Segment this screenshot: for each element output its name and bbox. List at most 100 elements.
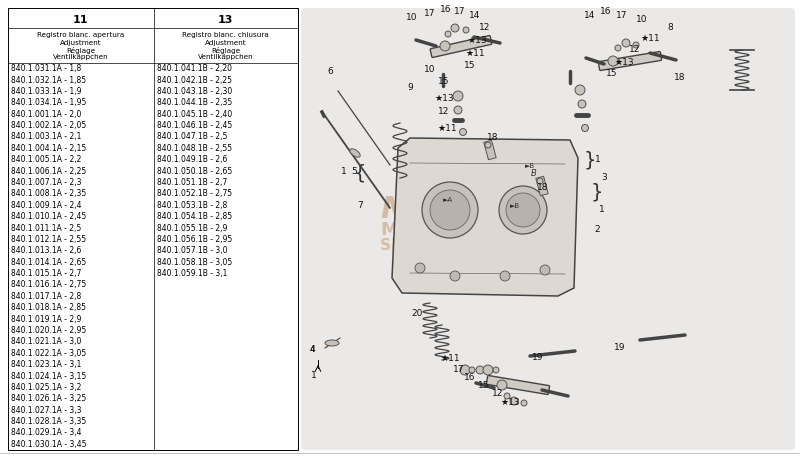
Text: MOTORCYCLE: MOTORCYCLE	[380, 221, 517, 239]
Text: 5: 5	[351, 168, 357, 176]
Text: MSP: MSP	[380, 196, 454, 224]
Text: }: }	[584, 151, 596, 169]
Text: SPORTS PARTS: SPORTS PARTS	[380, 238, 507, 252]
Text: 840.1.047.1B - 2,5: 840.1.047.1B - 2,5	[158, 132, 228, 142]
Text: 15: 15	[438, 77, 450, 87]
Circle shape	[483, 365, 493, 375]
Text: 12: 12	[479, 23, 490, 33]
Text: 18: 18	[538, 184, 549, 192]
Circle shape	[440, 41, 450, 51]
Text: 17: 17	[616, 11, 628, 21]
Circle shape	[469, 367, 475, 373]
Circle shape	[445, 31, 451, 37]
Text: Adjustment: Adjustment	[60, 39, 102, 45]
Text: 840.1.058.1B - 3,05: 840.1.058.1B - 3,05	[158, 258, 233, 267]
FancyBboxPatch shape	[598, 52, 662, 71]
Text: Ventilkäppchen: Ventilkäppchen	[53, 55, 108, 60]
Text: 16: 16	[600, 7, 612, 16]
Text: Registro blanc. apertura: Registro blanc. apertura	[37, 32, 124, 38]
Text: 840.1.019.1A - 2,9: 840.1.019.1A - 2,9	[11, 315, 82, 324]
Text: ★13: ★13	[614, 58, 634, 66]
Text: 840.1.051.1B - 2,7: 840.1.051.1B - 2,7	[158, 178, 228, 187]
Text: 840.1.032.1A - 1,85: 840.1.032.1A - 1,85	[11, 76, 86, 85]
Text: 17: 17	[424, 9, 436, 17]
Text: 8: 8	[667, 23, 673, 33]
Text: Registro blanc. chiusura: Registro blanc. chiusura	[182, 32, 269, 38]
Text: 840.1.021.1A - 3,0: 840.1.021.1A - 3,0	[11, 338, 82, 346]
Text: 840.1.055.1B - 2,9: 840.1.055.1B - 2,9	[158, 224, 228, 233]
Text: 840.1.007.1A - 2,3: 840.1.007.1A - 2,3	[11, 178, 82, 187]
Text: 840.1.017.1A - 2,8: 840.1.017.1A - 2,8	[11, 292, 82, 301]
Circle shape	[415, 263, 425, 273]
Text: 840.1.030.1A - 3,45: 840.1.030.1A - 3,45	[11, 440, 86, 449]
Text: 10: 10	[636, 16, 648, 24]
Text: ►B: ►B	[525, 163, 535, 169]
Circle shape	[430, 190, 470, 230]
Text: 12: 12	[438, 108, 450, 116]
Text: ►B: ►B	[510, 203, 520, 209]
Text: ►A: ►A	[443, 197, 453, 203]
Bar	[8, 8, 298, 450]
Circle shape	[521, 400, 527, 406]
Text: 840.1.044.1B - 2,35: 840.1.044.1B - 2,35	[158, 98, 233, 107]
Text: 840.1.001.1A - 2,0: 840.1.001.1A - 2,0	[11, 110, 82, 119]
Text: 1: 1	[599, 206, 605, 214]
FancyBboxPatch shape	[430, 36, 492, 57]
Text: 840.1.057.1B - 3,0: 840.1.057.1B - 3,0	[158, 246, 228, 255]
Text: 840.1.023.1A - 3,1: 840.1.023.1A - 3,1	[11, 360, 82, 369]
Text: 840.1.011.1A - 2,5: 840.1.011.1A - 2,5	[11, 224, 82, 233]
Text: 1: 1	[311, 371, 317, 380]
Text: 840.1.025.1A - 3,2: 840.1.025.1A - 3,2	[11, 383, 82, 392]
Text: ★13: ★13	[500, 398, 520, 407]
Text: 840.1.012.1A - 2,55: 840.1.012.1A - 2,55	[11, 235, 86, 244]
Text: 13: 13	[218, 15, 233, 25]
Circle shape	[422, 182, 478, 238]
Circle shape	[633, 42, 639, 48]
Text: 840.1.014.1A - 2,65: 840.1.014.1A - 2,65	[11, 258, 86, 267]
Text: 15: 15	[606, 69, 618, 77]
Circle shape	[510, 397, 518, 405]
Circle shape	[504, 393, 510, 399]
Text: 840.1.033.1A - 1,9: 840.1.033.1A - 1,9	[11, 87, 82, 96]
Circle shape	[582, 125, 589, 131]
Text: 840.1.029.1A - 3,4: 840.1.029.1A - 3,4	[11, 428, 82, 437]
Circle shape	[499, 186, 547, 234]
Text: 840.1.056.1B - 2,95: 840.1.056.1B - 2,95	[158, 235, 233, 244]
Text: 20: 20	[411, 310, 422, 318]
FancyBboxPatch shape	[301, 8, 795, 450]
Text: Adjustment: Adjustment	[205, 39, 246, 45]
Text: 840.1.022.1A - 3,05: 840.1.022.1A - 3,05	[11, 349, 86, 358]
Text: 840.1.041.1B - 2,20: 840.1.041.1B - 2,20	[158, 64, 233, 73]
Text: 10: 10	[406, 13, 418, 22]
Text: 840.1.050.1B - 2,65: 840.1.050.1B - 2,65	[158, 167, 233, 175]
Text: 11: 11	[73, 15, 88, 25]
Text: 840.1.048.1B - 2,55: 840.1.048.1B - 2,55	[158, 144, 233, 153]
Text: 840.1.027.1A - 3,3: 840.1.027.1A - 3,3	[11, 406, 82, 414]
Text: ★11: ★11	[640, 33, 660, 43]
Text: 17: 17	[454, 7, 466, 16]
Text: 10: 10	[424, 65, 436, 75]
Text: 19: 19	[614, 344, 626, 353]
Polygon shape	[392, 138, 578, 296]
Circle shape	[476, 366, 484, 374]
Text: 12: 12	[630, 45, 641, 55]
Circle shape	[575, 85, 585, 95]
Text: 6: 6	[327, 66, 333, 76]
Text: 15: 15	[478, 381, 490, 389]
Text: 840.1.059.1B - 3,1: 840.1.059.1B - 3,1	[158, 269, 228, 278]
Text: 2: 2	[594, 225, 600, 234]
Text: 19: 19	[532, 354, 544, 362]
Text: 840.1.054.1B - 2,85: 840.1.054.1B - 2,85	[158, 212, 233, 221]
Circle shape	[453, 91, 463, 101]
Bar	[484, 140, 496, 160]
Circle shape	[497, 380, 507, 390]
Text: ★11: ★11	[465, 49, 485, 58]
Text: {: {	[354, 164, 366, 182]
Text: 4: 4	[309, 345, 315, 354]
Circle shape	[578, 100, 586, 108]
Text: 18: 18	[487, 133, 498, 142]
Text: 840.1.003.1A - 2,1: 840.1.003.1A - 2,1	[11, 132, 82, 142]
Text: ★11: ★11	[440, 354, 460, 362]
Text: ★13: ★13	[434, 93, 454, 103]
Text: }: }	[590, 182, 603, 202]
